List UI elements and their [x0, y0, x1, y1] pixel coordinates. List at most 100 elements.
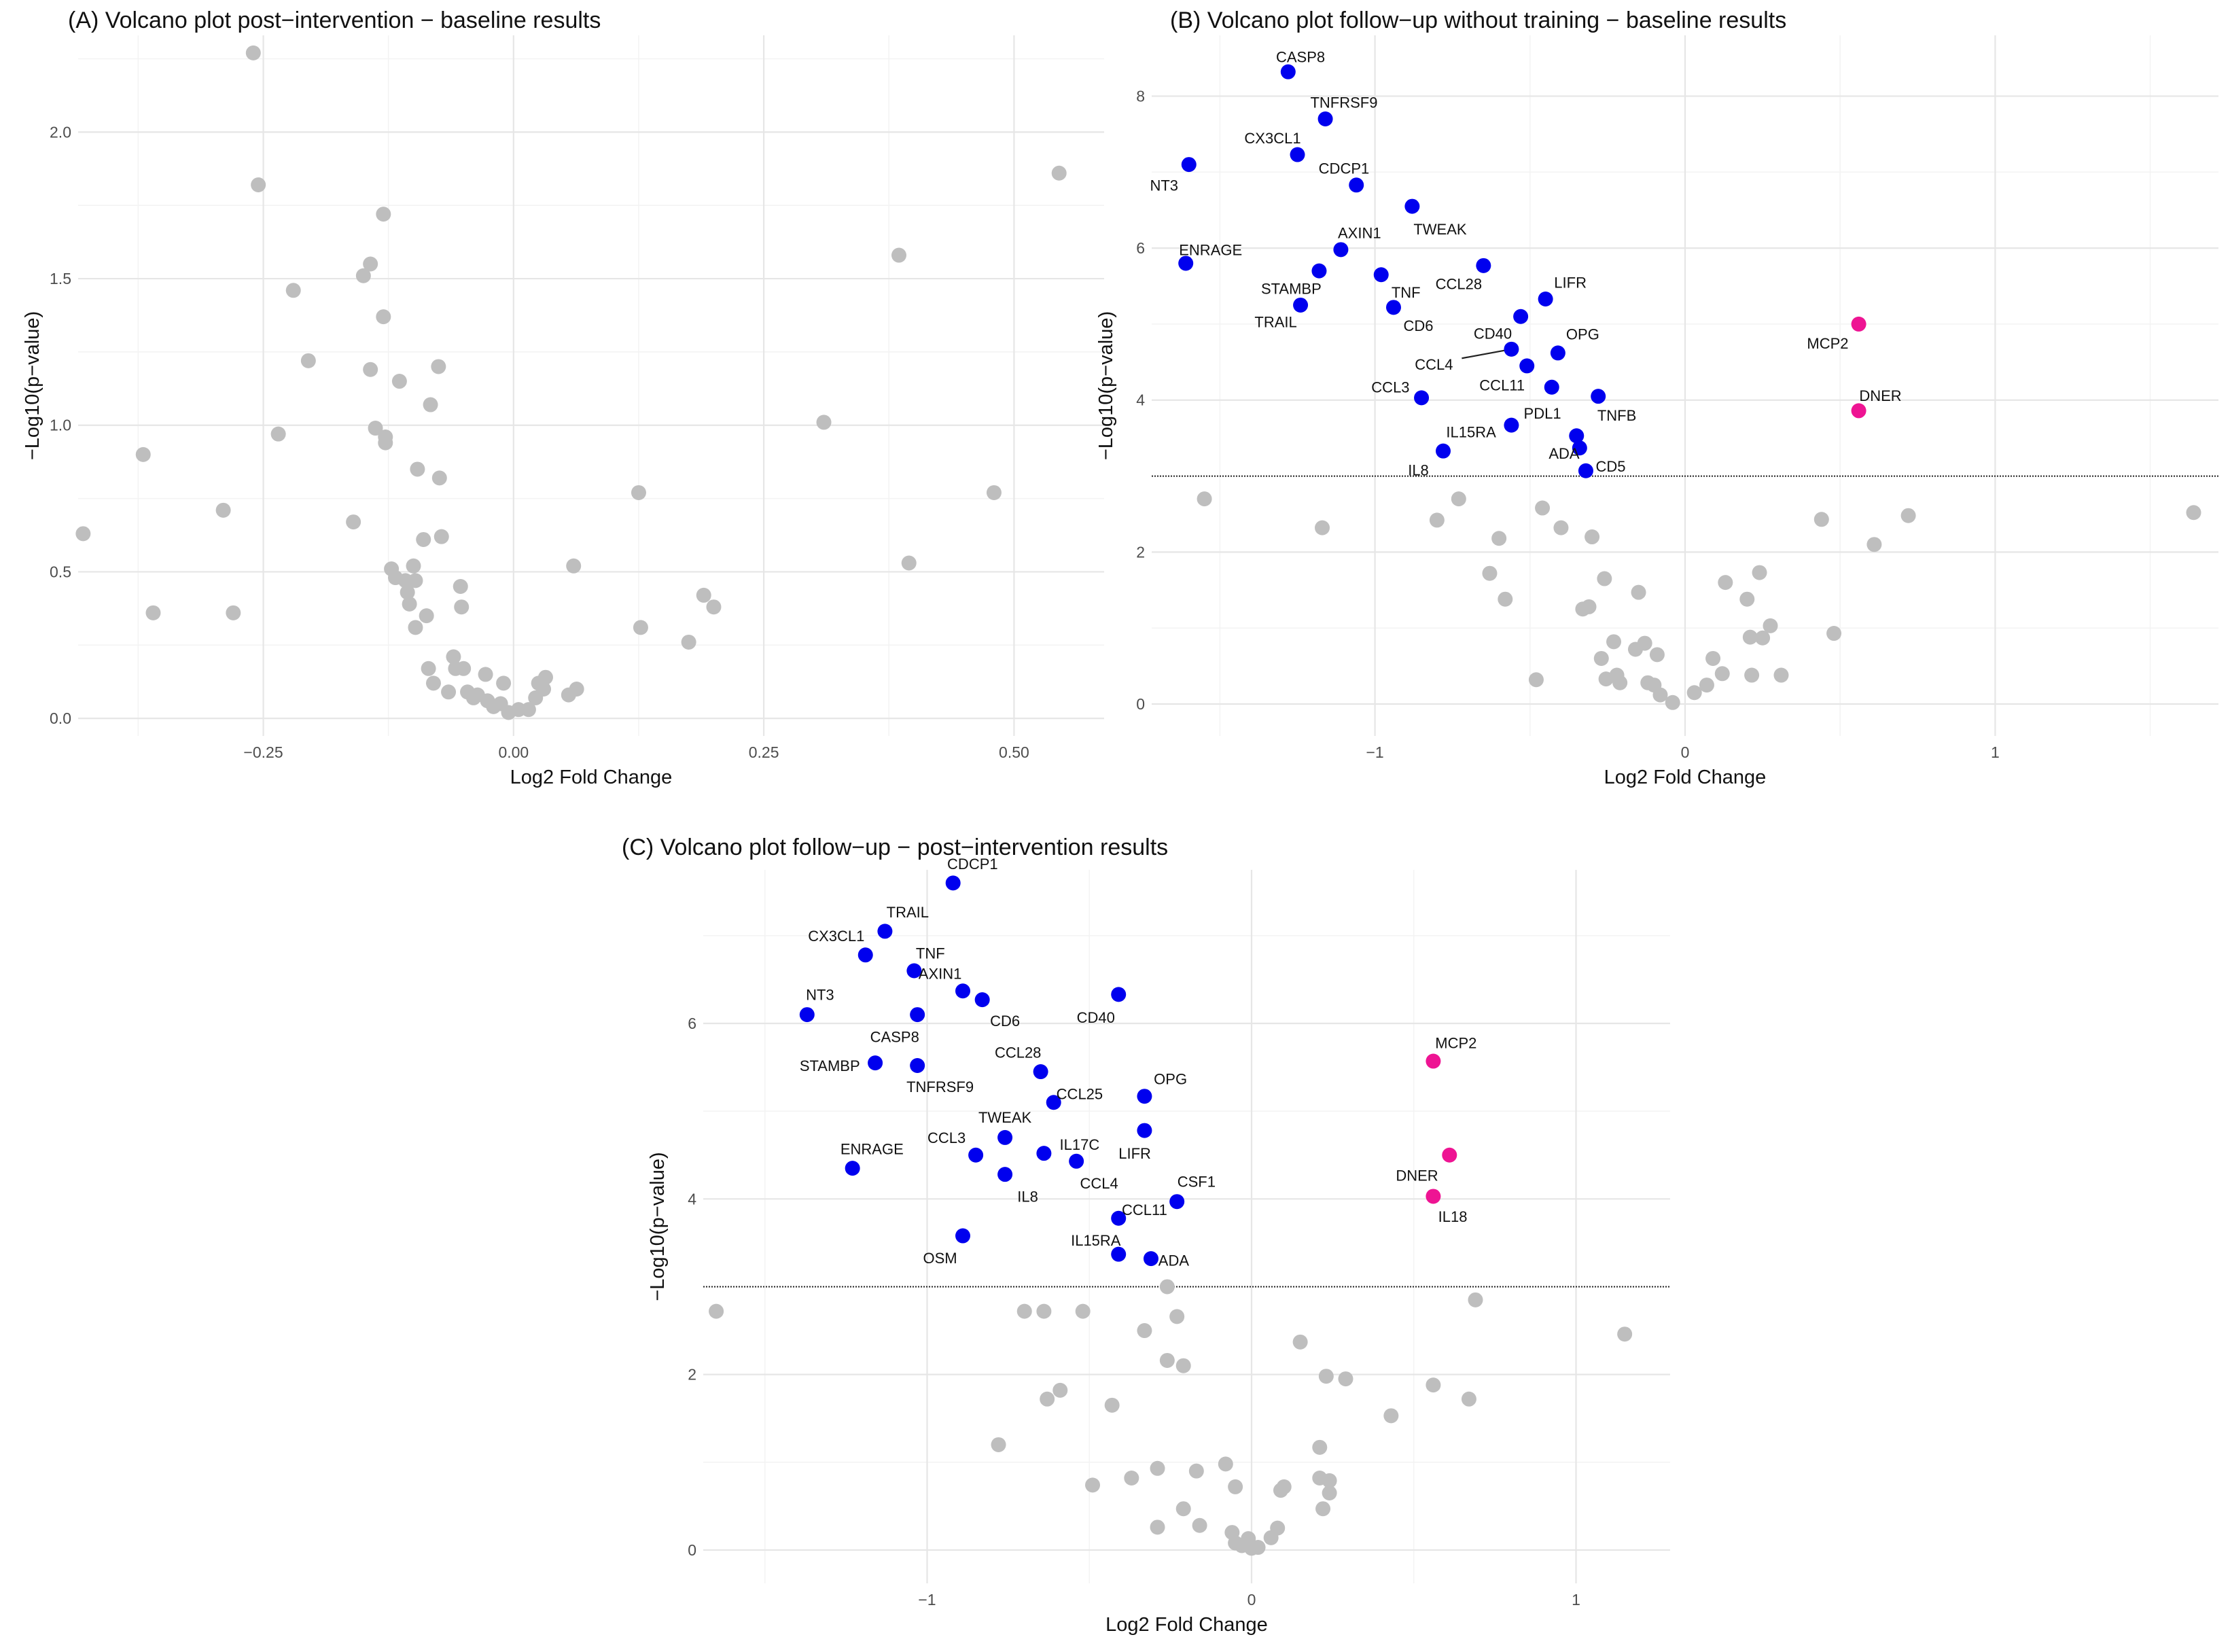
gene-label-il17c: IL17C [1060, 1136, 1100, 1153]
gene-label-dner: DNER [1396, 1167, 1438, 1184]
point-cdcp1 [1349, 177, 1364, 193]
point-not-significant [1315, 1501, 1331, 1517]
gene-label-il8: IL8 [1408, 462, 1429, 479]
gene-label-ccl3: CCL3 [927, 1129, 966, 1146]
point-not-significant [421, 661, 436, 676]
y-tick-label: 4 [688, 1190, 696, 1208]
point-not-significant [363, 256, 378, 272]
gene-label-osm: OSM [923, 1250, 957, 1267]
gene-label-cd40: CD40 [1077, 1009, 1115, 1026]
point-not-significant [408, 620, 423, 635]
point-cd6 [1385, 300, 1401, 315]
point-not-significant [1188, 1463, 1204, 1479]
point-not-significant [1016, 1303, 1032, 1319]
gene-label-ccl4: CCL4 [1415, 356, 1453, 373]
point-not-significant [446, 649, 461, 665]
point-not-significant [346, 514, 361, 530]
point-not-significant [1585, 529, 1600, 545]
point-not-significant [135, 446, 151, 462]
point-not-significant [1593, 650, 1609, 666]
point-not-significant [431, 359, 446, 374]
point-not-significant [536, 681, 552, 697]
panel-a: −0.25 0.00 0.25 0.50 0.0 0.5 1.0 1.5 2.0 Log2 Fol… [22, 7, 1104, 788]
gene-label-cd40: CD40 [1474, 325, 1512, 342]
point-not-significant [1159, 1352, 1175, 1368]
gene-label-enrage: ENRAGE [1179, 241, 1242, 258]
x-tick-label: 0.00 [498, 743, 529, 761]
point-not-significant [1606, 634, 1622, 650]
gene-label-casp8: CASP8 [870, 1028, 919, 1045]
gene-label-axin1: AXIN1 [919, 965, 962, 982]
point-not-significant [1250, 1540, 1266, 1556]
point-stambp [1311, 263, 1327, 279]
x-tick-label: −1 [1366, 743, 1383, 761]
y-tick-label: 6 [1136, 239, 1145, 257]
point-not-significant [1900, 508, 1916, 523]
point-ccl4 [1504, 341, 1519, 357]
gene-label-tnf: TNF [916, 945, 945, 962]
point-not-significant [696, 587, 711, 603]
point-not-significant [433, 529, 449, 544]
point-not-significant [1322, 1485, 1337, 1500]
point-not-significant [378, 435, 393, 451]
gene-label-casp8: CASP8 [1276, 48, 1325, 65]
x-tick-label: −0.25 [243, 743, 283, 761]
gene-label-lifr: LIFR [1554, 274, 1587, 291]
point-not-significant [1491, 531, 1507, 546]
gene-label-il15ra: IL15RA [1071, 1232, 1121, 1249]
point-trail [877, 924, 893, 939]
point-not-significant [1699, 678, 1714, 693]
point-not-significant [1597, 571, 1612, 586]
point-not-significant [1159, 1279, 1175, 1295]
point-not-significant [1649, 647, 1665, 663]
gene-label-il15ra: IL15RA [1446, 424, 1496, 441]
y-axis-label: −Log10(p−value) [1095, 311, 1117, 460]
point-dner [1851, 403, 1866, 419]
point-not-significant [300, 353, 316, 368]
x-tick-label: 0 [1247, 1591, 1256, 1609]
point-il17c [1036, 1146, 1052, 1161]
point-not-significant [1175, 1358, 1191, 1373]
point-not-significant [441, 684, 457, 700]
point-not-significant [1763, 618, 1778, 633]
point-ccl25 [1046, 1095, 1061, 1110]
gene-label-cdcp1: CDCP1 [1319, 160, 1370, 177]
point-not-significant [1617, 1326, 1633, 1342]
point-opg [1137, 1089, 1152, 1104]
point-not-significant [1315, 520, 1330, 535]
point-not-significant [1535, 500, 1551, 516]
point-not-significant [1192, 1517, 1207, 1533]
point-not-significant [1553, 520, 1569, 535]
x-tick-label: 0.50 [999, 743, 1029, 761]
y-tick-label: 0 [688, 1541, 696, 1559]
panel-b: −1 0 1 0 2 4 6 8 Log2 Fold Change −Log10(p−value)… [1095, 7, 2218, 788]
point-not-significant [816, 415, 832, 430]
point-not-significant [891, 247, 906, 263]
point-lifr [1137, 1123, 1152, 1138]
point-not-significant [1773, 667, 1789, 683]
gene-label-cd5: CD5 [1595, 458, 1625, 475]
y-axis-label: −Log10(p−value) [647, 1152, 669, 1301]
point-enrage [1178, 256, 1194, 271]
panel-title: (C) Volcano plot follow−up − post−interv… [622, 834, 1168, 860]
gene-label-axin1: AXIN1 [1338, 225, 1381, 242]
point-ccl28 [1033, 1064, 1048, 1080]
point-not-significant [376, 207, 391, 222]
point-axin1 [1333, 242, 1349, 258]
panel-title: (A) Volcano plot post−intervention − bas… [68, 7, 601, 33]
point-not-significant [400, 584, 415, 600]
point-not-significant [1705, 650, 1721, 666]
point-not-significant [1338, 1371, 1353, 1387]
point-cd6 [974, 992, 990, 1008]
x-tick-label: 0 [1681, 743, 1690, 761]
point-il8 [1436, 443, 1451, 459]
point-not-significant [368, 421, 383, 436]
point-not-significant [406, 558, 421, 574]
gene-label-cx3cl1: CX3CL1 [1244, 130, 1300, 147]
y-tick-label: 2.0 [50, 123, 71, 141]
point-cd40 [1513, 309, 1529, 324]
y-tick-label: 0.5 [50, 563, 71, 580]
gene-label-enrage: ENRAGE [840, 1141, 904, 1158]
point-not-significant [520, 702, 536, 718]
gene-label-opg: OPG [1566, 326, 1599, 342]
